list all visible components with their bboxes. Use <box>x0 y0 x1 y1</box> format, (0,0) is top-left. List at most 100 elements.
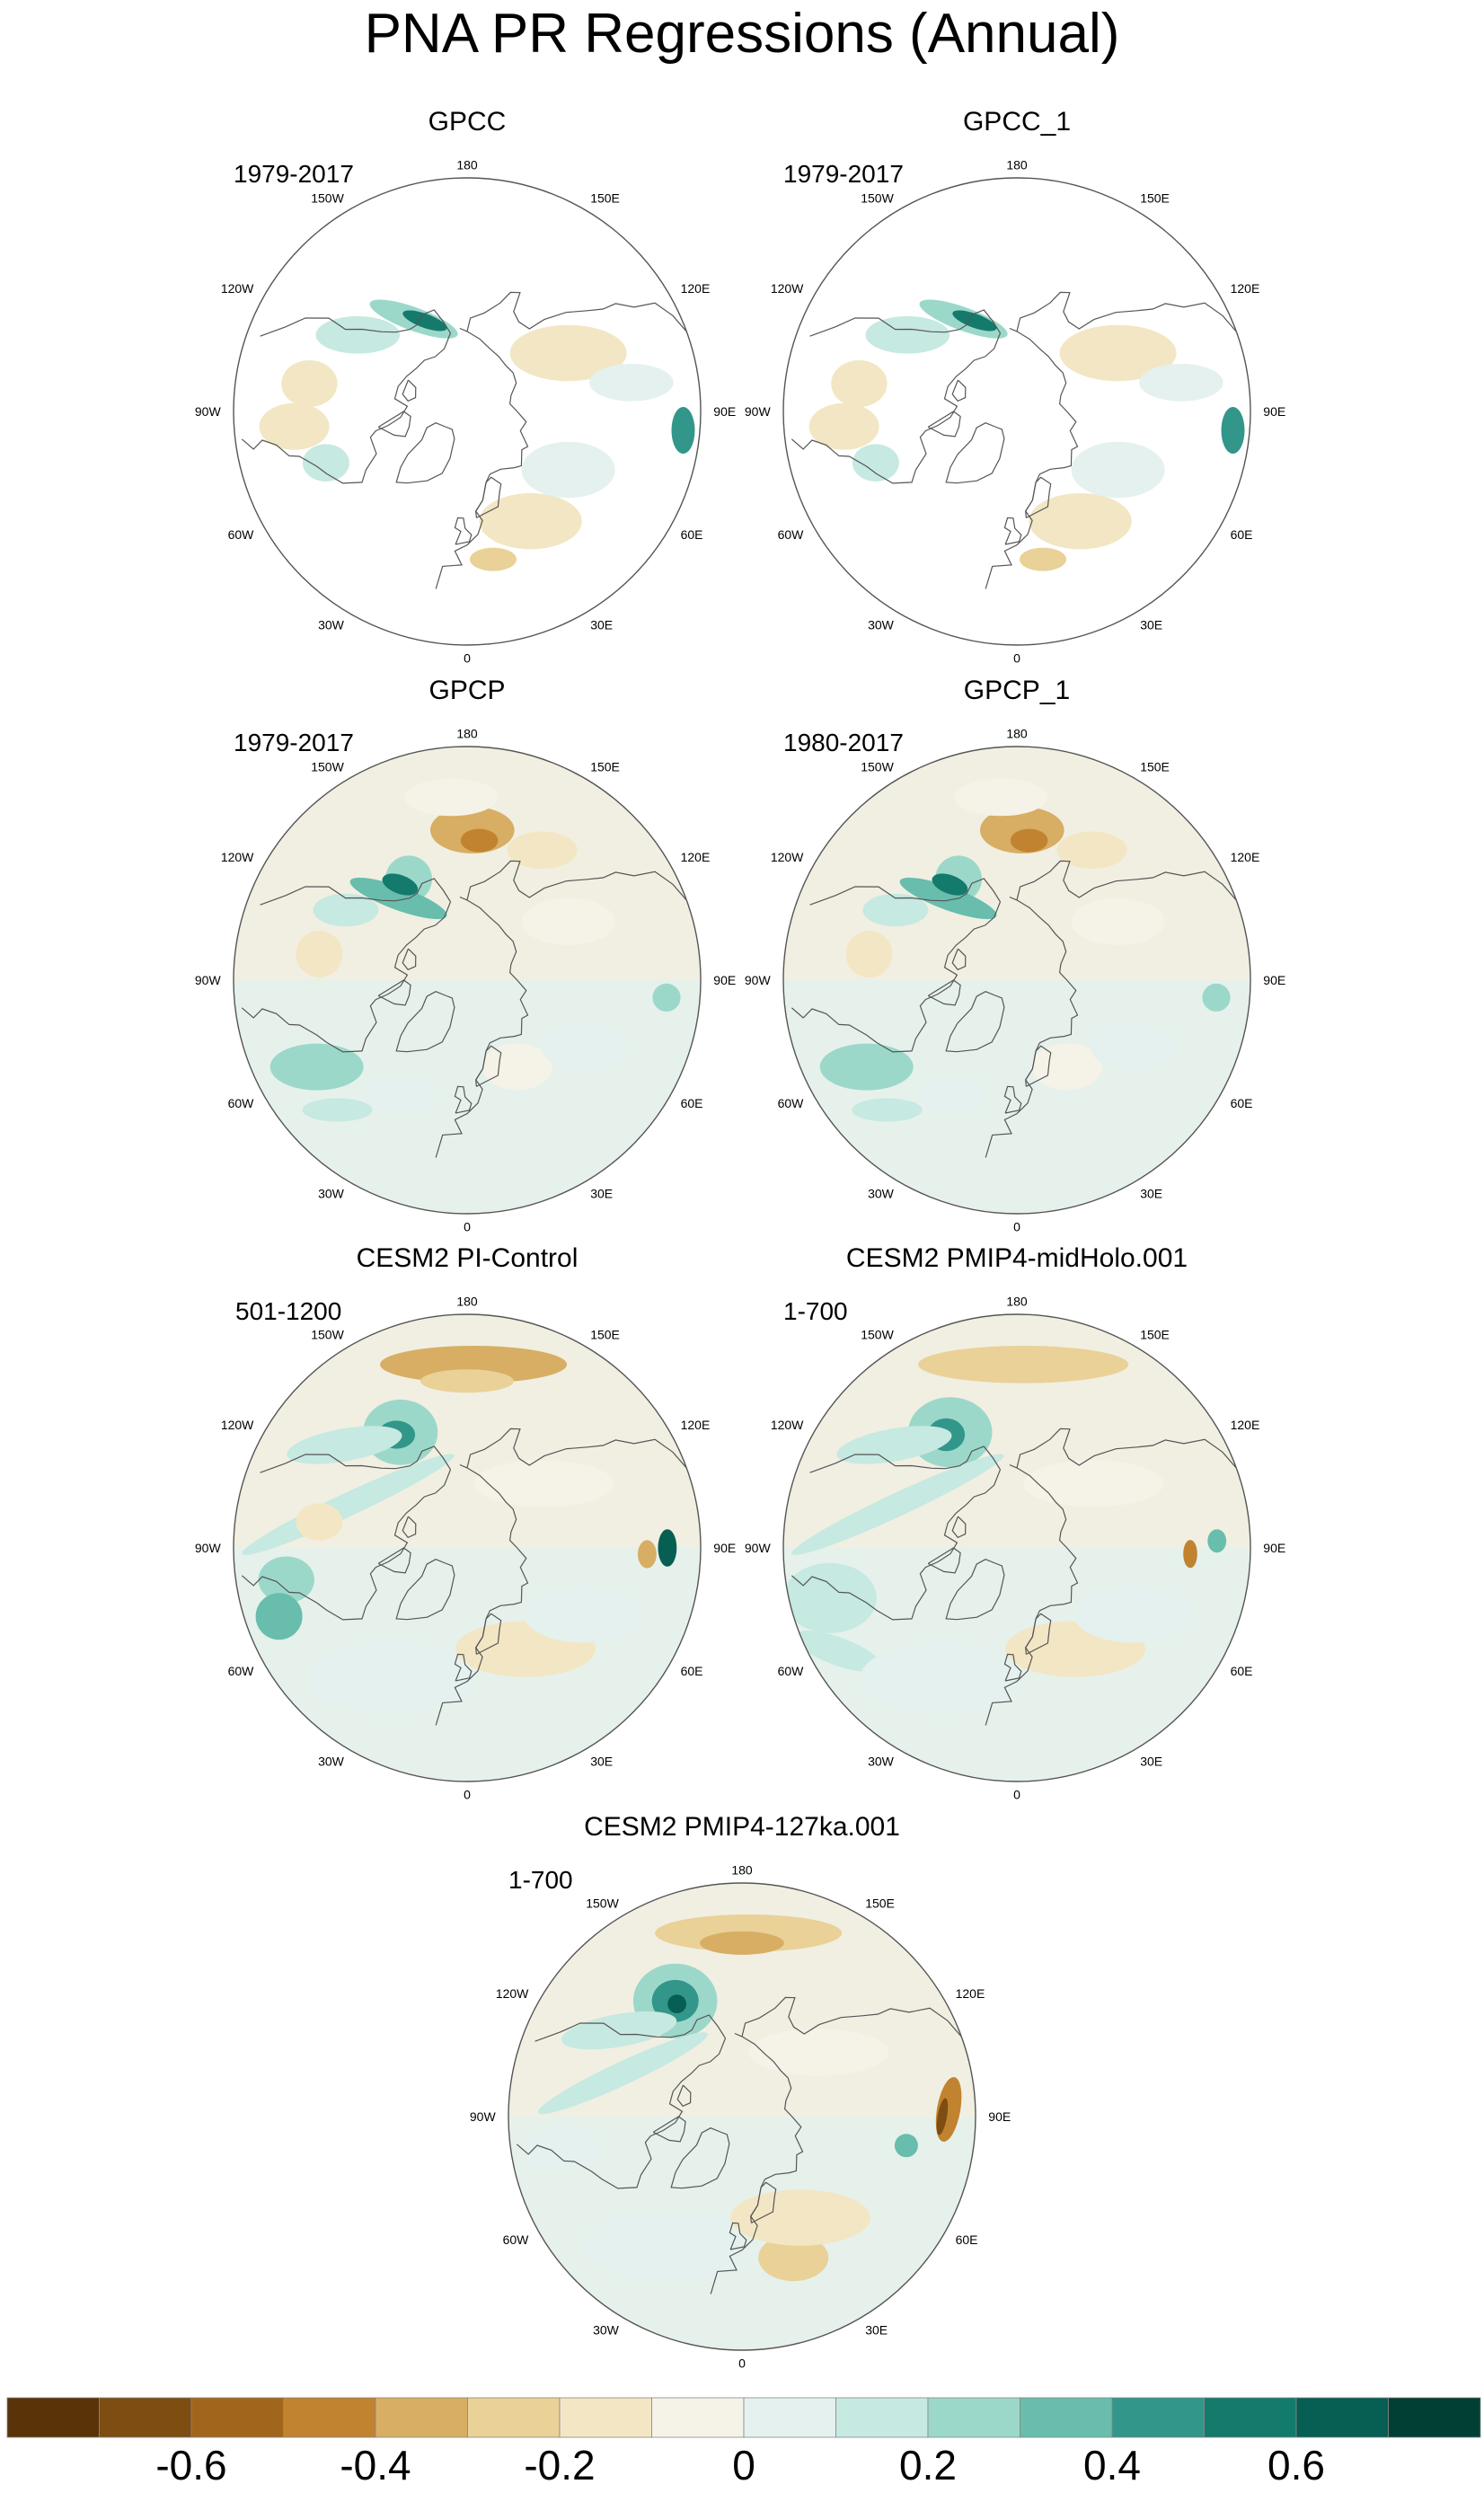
panel-title: GPCP <box>428 676 506 705</box>
coastline-scand <box>475 1045 502 1087</box>
field-region <box>783 980 1250 1214</box>
period-label: 1979-2017 <box>234 160 354 188</box>
field-contour <box>860 1642 1024 1713</box>
longitude-label: 90E <box>988 2109 1011 2124</box>
longitude-label: 180 <box>456 1295 478 1309</box>
coastline-greenland <box>945 1559 1005 1621</box>
coastline-eurasia_e <box>1016 291 1237 332</box>
coastline-scand <box>475 476 502 518</box>
longitude-label: 60E <box>1231 527 1253 542</box>
field-contour <box>255 1593 303 1640</box>
coastline-britain <box>1003 517 1022 545</box>
field-contour <box>296 1503 343 1541</box>
field-contour <box>242 1454 455 1555</box>
period-label: 1-700 <box>783 1297 848 1325</box>
field-contour <box>1023 1460 1164 1507</box>
coastline-greenland <box>395 991 455 1053</box>
colorbar-swatch <box>375 2397 468 2438</box>
field-contour <box>783 1562 877 1633</box>
coastline-scand <box>1025 476 1052 518</box>
longitude-label: 90E <box>713 404 736 419</box>
field-contour <box>862 893 929 927</box>
field-contour <box>671 407 695 454</box>
field-contour <box>258 1556 314 1604</box>
coastline-eurasia_e <box>1016 860 1237 901</box>
longitude-label: 30W <box>868 1187 895 1201</box>
map-panel-gpcp-1: GPCP_1 1980-2017 180 150E 120E 90E 60E 30E 0 30… <box>658 675 1376 1241</box>
longitude-label: 30W <box>868 1755 895 1769</box>
coastline-namerica <box>516 2038 727 2189</box>
coastline-britain <box>454 1085 473 1114</box>
coastline-eurasia <box>435 896 529 1158</box>
field-contour <box>852 1098 923 1122</box>
longitude-label: 0 <box>738 2356 746 2370</box>
panel-title: CESM2 PI-Control <box>356 1243 579 1273</box>
field-contour <box>865 316 950 354</box>
longitude-label: 180 <box>456 727 478 741</box>
regression-field <box>783 747 1250 1214</box>
coastline-namerica <box>241 332 452 484</box>
field-contour <box>954 778 1048 817</box>
colorbar-swatch <box>835 2397 929 2438</box>
coastline-nwcoast <box>260 878 452 906</box>
field-contour <box>852 444 899 482</box>
longitude-label: 150W <box>861 190 894 205</box>
longitude-label: 90E <box>713 973 736 987</box>
field-contour <box>932 873 968 896</box>
coastline-vict <box>402 379 417 402</box>
map-boundary <box>782 1313 1251 1782</box>
longitude-label: 0 <box>464 1787 471 1801</box>
field-contour <box>382 873 419 896</box>
coastline-britain <box>729 2222 747 2250</box>
colorbar-swatch <box>1111 2397 1205 2438</box>
coastline-namerica <box>241 901 452 1053</box>
longitude-label: 60W <box>503 2232 530 2247</box>
period-label: 1-700 <box>508 1866 573 1894</box>
longitude-label: 150W <box>861 1327 894 1341</box>
field-contour <box>402 310 447 332</box>
polar-map: 180 150E 120E 90E 60E 30E 0 30W 60W 90W 120W 150W <box>195 727 736 1234</box>
coastline-eurasia <box>985 896 1079 1158</box>
longitude-label: 60W <box>778 1664 805 1678</box>
field-contour <box>793 1631 882 1673</box>
field-contour <box>404 778 499 817</box>
field-contour <box>748 2029 889 2076</box>
longitude-label: 60W <box>228 1096 255 1110</box>
longitude-label: 0 <box>464 1219 471 1233</box>
field-contour <box>521 441 615 499</box>
field-contour <box>420 1369 514 1393</box>
coastline-eurasia <box>985 327 1079 589</box>
longitude-label: 90E <box>1263 1541 1285 1555</box>
longitude-label: 150W <box>311 190 344 205</box>
field-contour <box>1071 898 1165 945</box>
coastline-vict <box>951 948 967 971</box>
longitude-label: 30W <box>868 618 895 632</box>
coastline-nwcoast <box>809 1445 1002 1473</box>
longitude-label: 30E <box>590 1755 613 1769</box>
longitude-label: 120E <box>956 1986 985 2001</box>
panel-title: CESM2 PMIP4-127ka.001 <box>584 1812 900 1842</box>
coastline-nwcoast <box>809 309 1002 337</box>
map-boundary <box>233 746 702 1215</box>
field-contour <box>894 2134 918 2158</box>
field-contour <box>845 931 893 977</box>
field-contour <box>585 2211 749 2282</box>
coastline-eurasia <box>985 1463 1079 1726</box>
longitude-label: 120W <box>221 1418 254 1432</box>
map-panel-cesm2-pi-control: CESM2 PI-Control 501-1200 180 150E 120E 90E… <box>108 1242 826 1808</box>
longitude-label: 30E <box>1140 1755 1162 1769</box>
regression-field <box>783 1314 1250 1781</box>
coastline-baffin <box>652 2116 686 2143</box>
field-contour <box>1221 407 1245 454</box>
field-contour <box>952 310 997 332</box>
map-panel-gpcc-1: GPCC_1 1979-2017 180 150E 120E 90E 60E 30E 0 30… <box>658 106 1376 672</box>
longitude-label: 180 <box>1006 158 1028 172</box>
coastline-baffin <box>927 411 961 438</box>
colorbar-swatch <box>6 2397 100 2438</box>
field-contour <box>537 2032 708 2115</box>
polar-map: 180 150E 120E 90E 60E 30E 0 30W 60W 90W 120W 150W <box>745 727 1285 1234</box>
field-contour <box>1207 1529 1227 1553</box>
polar-map: 180 150E 120E 90E 60E 30E 0 30W 60W 90W 120W 150W <box>745 158 1285 666</box>
coastline-vict <box>676 2084 692 2108</box>
colorbar-swatch <box>743 2397 836 2438</box>
